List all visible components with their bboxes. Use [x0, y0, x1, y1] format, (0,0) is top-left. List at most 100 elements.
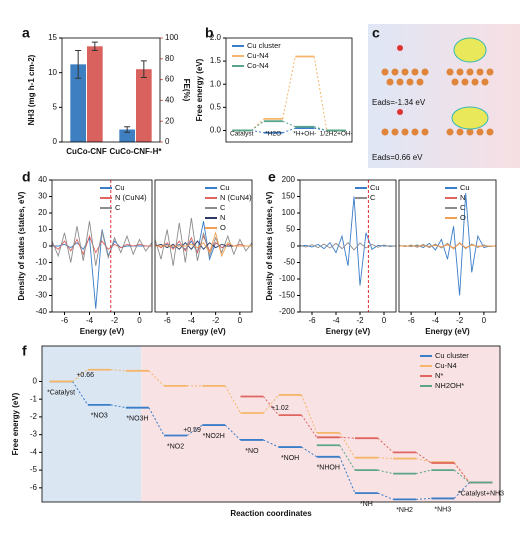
connector: [301, 414, 318, 438]
x-tick-label: *H+OH-: [293, 131, 316, 138]
x-tick-label: -2: [456, 316, 464, 325]
y-tick-label: 5: [53, 102, 58, 111]
step-label: *NH: [360, 501, 373, 508]
panel-label: c: [372, 25, 380, 41]
dos-curve: [154, 234, 252, 254]
y2-tick-label: 80: [165, 54, 174, 63]
charge-density: [451, 106, 489, 130]
dos-curve: [154, 217, 253, 266]
adsorption-energy: Eads=0.66 eV: [372, 153, 423, 162]
y-tick-label: 30: [38, 192, 47, 201]
connector: [72, 369, 89, 382]
y-tick-label: 1.0: [210, 79, 222, 88]
x-axis-label: Energy (eV): [80, 327, 125, 336]
step-label: *Catalyst: [47, 389, 75, 396]
step-label: *NO2: [167, 443, 184, 450]
error-bar: [124, 126, 131, 133]
y-tick-label: -2: [30, 412, 38, 421]
y-tick-label: -150: [279, 291, 296, 300]
x-tick-label: Catalyst: [230, 131, 254, 138]
connector: [250, 120, 265, 131]
x-tick-label: 0: [238, 316, 243, 325]
dos-curve: [155, 231, 252, 258]
connector: [416, 497, 432, 500]
connector: [453, 462, 470, 483]
dos-curve: [52, 229, 152, 309]
connector: [377, 457, 394, 460]
plot-frame: [225, 37, 353, 143]
y-tick-label: 10: [48, 68, 57, 77]
y2-tick-label: 0: [165, 137, 170, 146]
y-tick-label: -6: [30, 483, 38, 492]
connector: [313, 56, 328, 131]
y-tick-label: -50: [283, 258, 295, 267]
region-pink: [141, 346, 500, 502]
dos-curve: [299, 196, 396, 286]
y-tick-label: 50: [286, 225, 295, 234]
connector: [72, 381, 89, 406]
y2-tick-label: 100: [165, 33, 179, 42]
y-tick-label: 1.5: [210, 56, 222, 65]
legend-label: N (CuN4): [115, 193, 147, 202]
legend-label: Cu: [370, 183, 380, 192]
connector: [339, 456, 356, 494]
y-axis-label: Density of states (states, eV): [265, 191, 274, 300]
region-blue: [42, 346, 142, 502]
connector: [377, 437, 394, 453]
x-tick-label: -2: [356, 316, 364, 325]
x-tick-label: -6: [408, 316, 416, 325]
legend-label: Cu cluster: [435, 351, 469, 360]
y-axis-label: Free energy (eV): [195, 58, 204, 121]
y-tick-label: 2.0: [210, 33, 222, 42]
step-label: *NO3H: [126, 416, 148, 423]
y-tick-label: -40: [35, 307, 47, 316]
plot-frame: [299, 179, 397, 313]
step-label: *NH2: [396, 507, 413, 514]
connector: [415, 458, 432, 463]
y-tick-label: -100: [279, 274, 296, 283]
connector: [148, 370, 165, 387]
legend-label: Co-N4: [247, 61, 269, 70]
connector: [110, 404, 127, 409]
x-tick-label: -6: [164, 316, 172, 325]
legend-label: C: [460, 203, 466, 212]
x-axis-label: Energy (eV): [425, 327, 470, 336]
connector: [110, 369, 127, 372]
y-tick-label: 0: [33, 377, 38, 386]
x-tick-label: *H2O: [265, 131, 281, 138]
y-tick-label: -3: [30, 430, 38, 439]
legend-label: Cu: [115, 183, 125, 192]
legend-label: Cu: [220, 183, 230, 192]
y-tick-label: 100: [282, 208, 296, 217]
y-tick-label: 40: [38, 175, 47, 184]
legend-label: NH2OH*: [435, 381, 464, 390]
annotation: +0.66: [76, 372, 94, 379]
legend-label: N (CuN4): [220, 193, 252, 202]
y-tick-label: 0: [53, 137, 58, 146]
connector: [301, 446, 318, 458]
y-axis-label: Density of states (states, eV): [17, 191, 26, 300]
x-axis-label: Reaction coordinates: [230, 509, 312, 518]
y-tick-label: -200: [279, 307, 296, 316]
y-tick-label: 0: [291, 241, 296, 250]
error-bar: [140, 60, 147, 79]
connector: [262, 396, 280, 416]
y-tick-label: 0.0: [210, 126, 222, 135]
connector: [186, 424, 203, 436]
x-axis-label: Energy (eV): [326, 327, 371, 336]
connector: [377, 469, 394, 475]
bar: [119, 129, 136, 142]
y-axis-label: Free energy (eV): [11, 392, 20, 455]
legend-label: C: [370, 193, 376, 202]
y-tick-label: -20: [35, 274, 47, 283]
legend-label: O: [220, 223, 226, 232]
connector: [282, 120, 296, 128]
panel-label: f: [22, 343, 27, 359]
connector: [282, 56, 296, 119]
dos-curve: [399, 242, 496, 250]
y-tick-label: 20: [38, 208, 47, 217]
plot-frame: [61, 37, 161, 143]
connector: [148, 407, 165, 436]
plot-frame: [41, 345, 501, 503]
